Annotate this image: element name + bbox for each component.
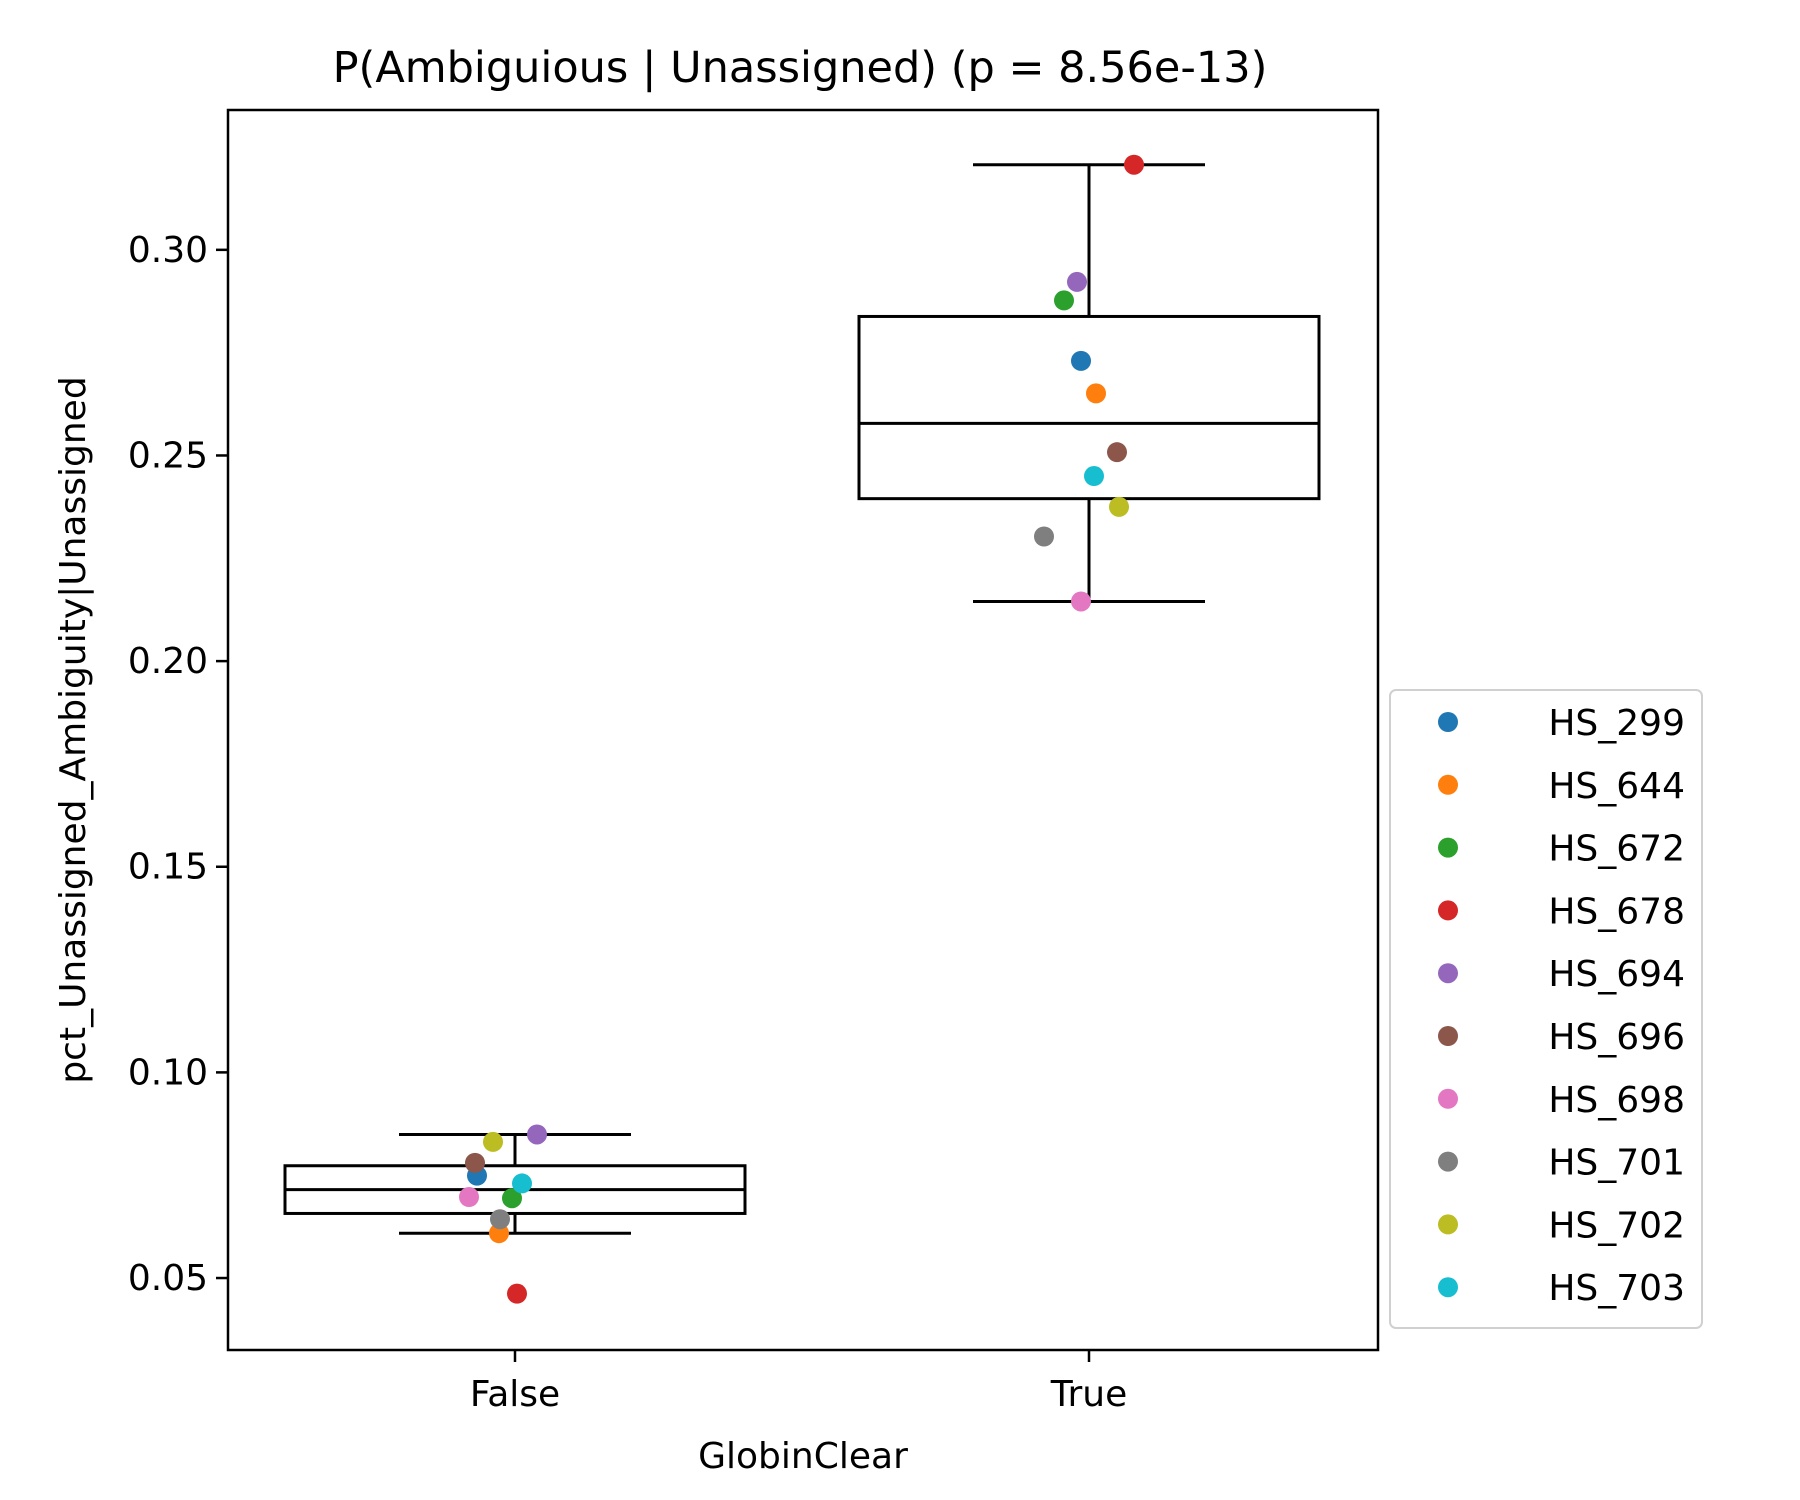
- legend: HS_299 HS_644 HS_672 HS_678 HS_694 HS_696 HS_6…: [1389, 689, 1703, 1329]
- point-hs-696-true: [1107, 442, 1127, 463]
- plot-elements: [283, 154, 1321, 1304]
- legend-label: HS_672: [1548, 829, 1685, 870]
- y-tick-label: 0.10: [128, 1052, 208, 1093]
- legend-label: HS_701: [1548, 1143, 1685, 1184]
- legend-item: HS_701: [1438, 1143, 1685, 1184]
- point-hs-678-true: [1124, 154, 1144, 175]
- y-tick-label: 0.20: [128, 641, 208, 682]
- legend-frame: [1389, 689, 1703, 1329]
- legend-marker: [1438, 1088, 1458, 1109]
- legend-item: HS_644: [1438, 766, 1685, 807]
- legend-marker: [1438, 837, 1458, 858]
- point-hs-696-false: [465, 1152, 485, 1173]
- point-hs-703-true: [1084, 466, 1104, 487]
- legend-item: HS_703: [1438, 1268, 1685, 1309]
- x-tick-label: True: [1050, 1374, 1127, 1415]
- legend-item: HS_672: [1438, 829, 1685, 870]
- x-tick-label: False: [470, 1374, 560, 1415]
- point-hs-672-true: [1054, 290, 1074, 311]
- plot-frame: [226, 108, 1380, 1352]
- legend-label: HS_644: [1548, 766, 1685, 807]
- x-axis-label: GlobinClear: [698, 1436, 908, 1477]
- legend-label: HS_299: [1548, 703, 1685, 744]
- iqr-box: [857, 314, 1321, 501]
- legend-marker: [1438, 1026, 1458, 1046]
- legend-item: HS_678: [1438, 891, 1685, 932]
- point-hs-698-false: [459, 1187, 479, 1208]
- legend-item: HS_696: [1438, 1017, 1685, 1058]
- legend-marker: [1438, 1151, 1458, 1172]
- point-hs-703-false: [512, 1173, 532, 1194]
- legend-item: HS_698: [1438, 1080, 1685, 1121]
- point-hs-701-false: [490, 1209, 510, 1230]
- y-axis-label: pct_Unassigned_Ambiguity|Unassigned: [53, 376, 94, 1083]
- chart-title: P(Ambiguious | Unassigned) (p = 8.56e-13…: [333, 43, 1268, 93]
- legend-marker: [1438, 712, 1458, 732]
- point-hs-702-true: [1109, 496, 1129, 517]
- legend-marker: [1438, 1214, 1458, 1235]
- point-hs-702-false: [483, 1131, 503, 1152]
- point-hs-694-false: [527, 1124, 547, 1145]
- y-tick-label: 0.05: [128, 1258, 208, 1299]
- y-tick-label: 0.25: [128, 435, 208, 476]
- legend-marker: [1438, 963, 1458, 984]
- point-hs-694-true: [1067, 271, 1087, 292]
- legend-label: HS_698: [1548, 1080, 1685, 1121]
- point-hs-644-true: [1086, 383, 1106, 404]
- box-true: [857, 163, 1321, 603]
- legend-marker: [1438, 1277, 1458, 1298]
- x-axis: False True: [470, 1350, 1127, 1415]
- point-hs-672-false: [502, 1188, 522, 1209]
- legend-label: HS_696: [1548, 1017, 1685, 1058]
- point-hs-299-true: [1071, 350, 1091, 371]
- legend-label: HS_703: [1548, 1268, 1685, 1309]
- point-hs-698-true: [1071, 591, 1091, 612]
- legend-items: HS_299 HS_644 HS_672 HS_678 HS_694 HS_696 HS_6…: [1438, 703, 1685, 1309]
- y-tick-label: 0.30: [128, 230, 208, 271]
- legend-marker: [1438, 774, 1458, 795]
- legend-label: HS_694: [1548, 954, 1685, 995]
- legend-marker: [1438, 900, 1458, 921]
- y-axis: 0.05 0.10 0.15 0.20 0.25 0.30: [128, 230, 228, 1299]
- legend-label: HS_678: [1548, 891, 1685, 932]
- y-tick-label: 0.15: [128, 847, 208, 888]
- point-hs-678-false: [507, 1283, 527, 1304]
- point-hs-701-true: [1034, 526, 1054, 547]
- legend-item: HS_299: [1438, 703, 1685, 744]
- legend-label: HS_702: [1548, 1205, 1685, 1246]
- legend-item: HS_702: [1438, 1205, 1685, 1246]
- legend-item: HS_694: [1438, 954, 1685, 995]
